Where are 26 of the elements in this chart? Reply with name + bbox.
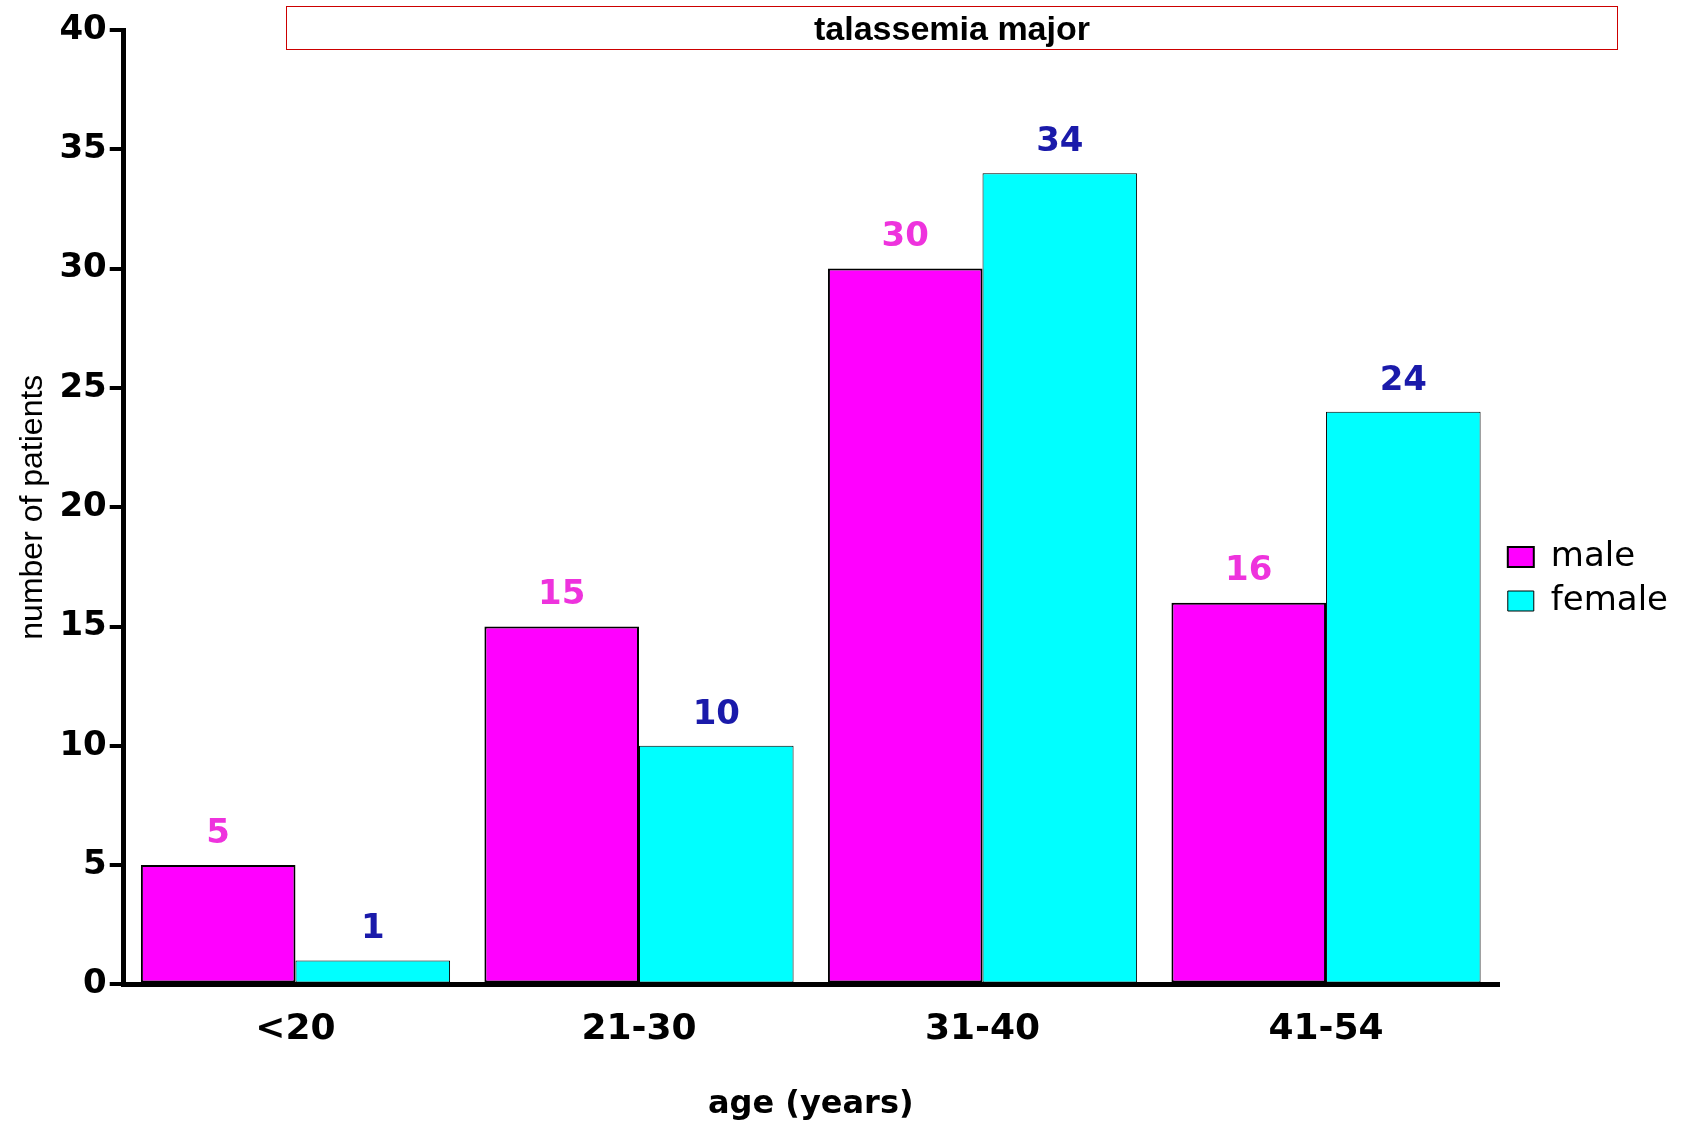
y-tick-label: 30 [59, 245, 107, 286]
y-tick-label: 5 [83, 841, 107, 882]
y-tick-label: 0 [83, 961, 107, 1002]
y-axis-title: number of patients [13, 374, 50, 640]
y-tick-label: 25 [59, 364, 107, 405]
data-label: 15 [538, 572, 586, 613]
y-tick-label: 35 [59, 126, 107, 167]
x-tick-label: <20 [255, 1006, 336, 1048]
x-tick-label: 31-40 [924, 1006, 1041, 1048]
y-tick-label: 10 [59, 722, 107, 763]
legend-label: female [1550, 577, 1669, 618]
data-label: 34 [1036, 118, 1084, 159]
y-tick-label: 40 [59, 6, 107, 47]
legend-label: male [1550, 533, 1636, 574]
chart-title: talassemia major [286, 6, 1618, 50]
y-tick-label: 20 [59, 484, 107, 525]
data-label: 5 [206, 810, 231, 851]
data-label: 16 [1225, 548, 1273, 589]
x-tick-label: 41-54 [1268, 1006, 1384, 1048]
data-label: 10 [692, 691, 740, 732]
x-axis-title: age (years) [707, 1083, 914, 1122]
y-tick-label: 15 [59, 603, 107, 644]
data-label: 24 [1379, 357, 1427, 398]
data-label: 30 [881, 214, 929, 255]
data-label: 1 [360, 906, 385, 947]
x-tick-label: 21-30 [581, 1006, 697, 1048]
